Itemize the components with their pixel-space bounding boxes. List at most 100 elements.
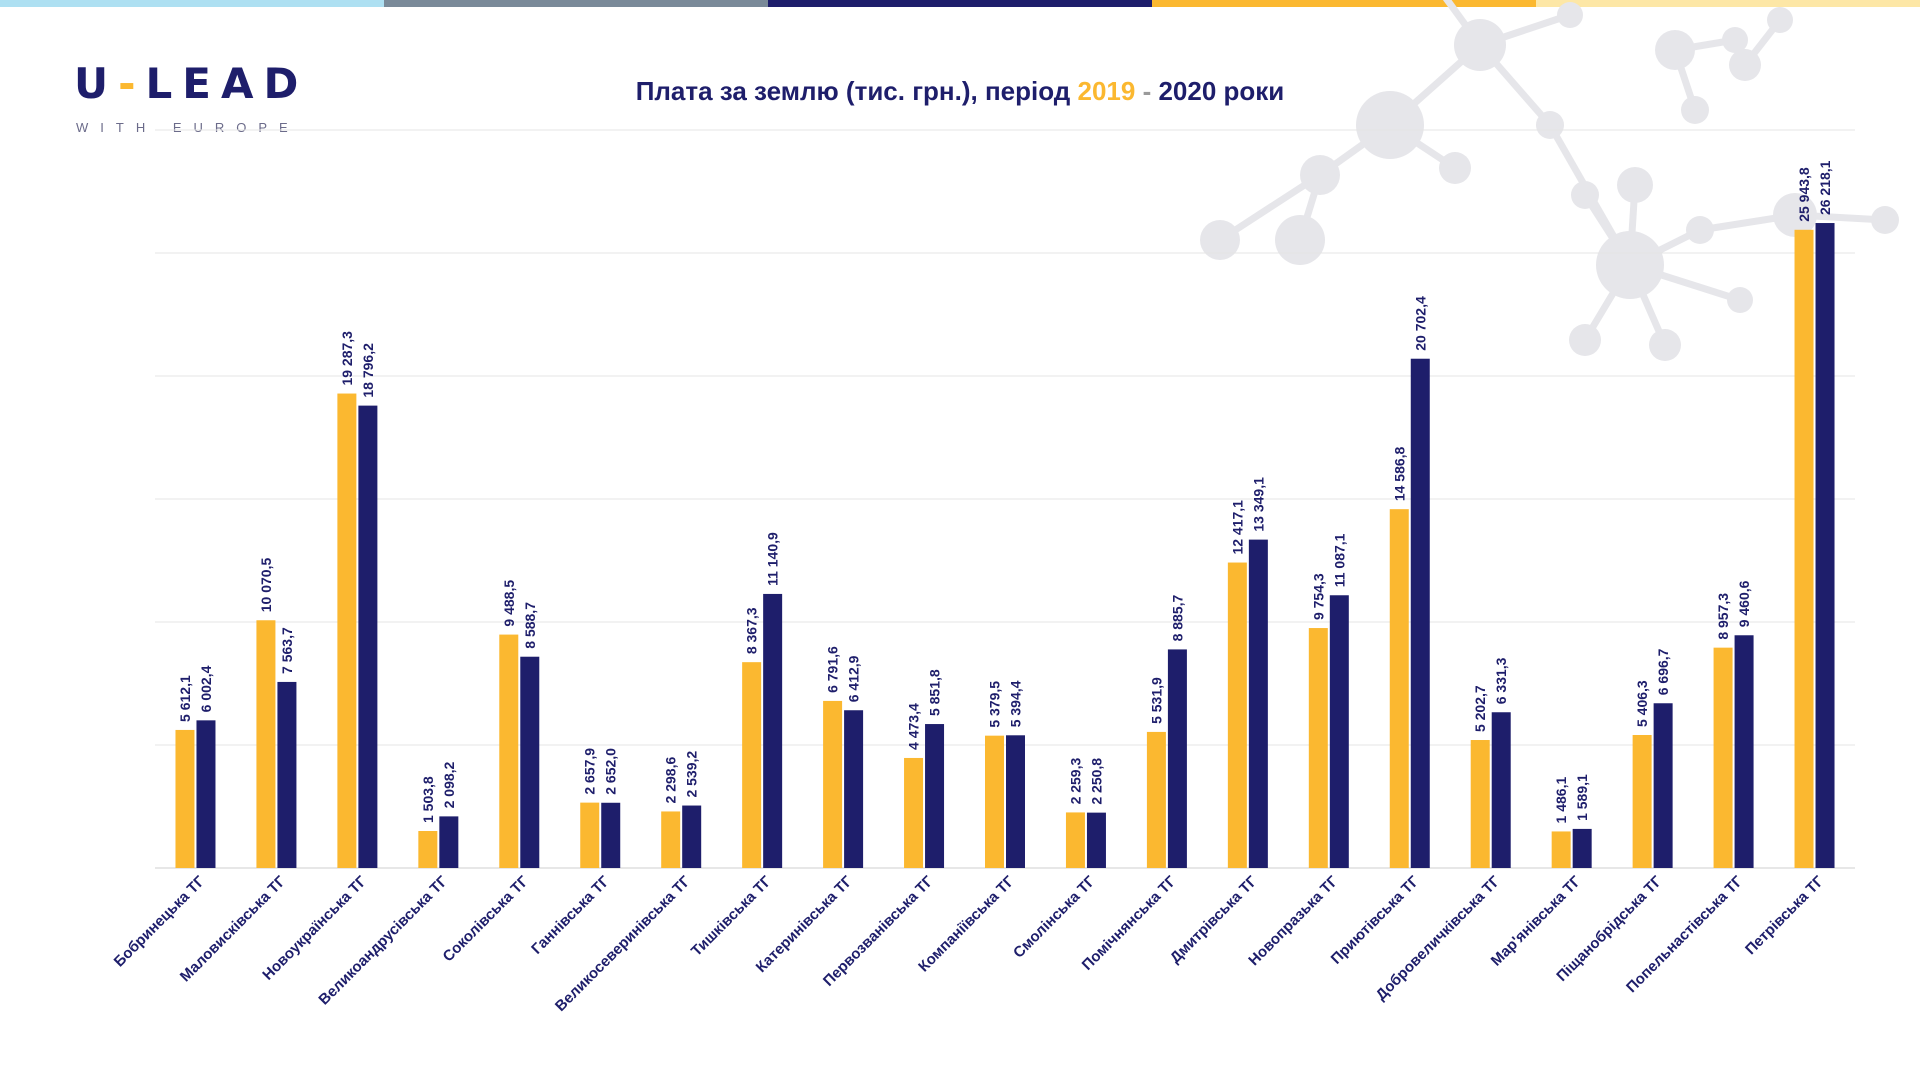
data-label: 19 287,3	[339, 331, 355, 386]
bar-2020	[1491, 712, 1511, 868]
data-label: 1 486,1	[1553, 777, 1569, 824]
bar-2020	[439, 816, 459, 868]
data-label: 5 379,5	[987, 681, 1003, 728]
data-label: 9 754,3	[1310, 573, 1326, 620]
data-label: 2 652,0	[603, 748, 619, 795]
data-label: 25 943,8	[1796, 167, 1812, 222]
data-label: 9 488,5	[501, 580, 517, 627]
bar-2019	[1065, 812, 1085, 868]
bar-2019	[337, 393, 357, 868]
bar-2020	[763, 593, 783, 868]
category-label: Соколівська ТГ	[440, 872, 533, 965]
chart-title: Плата за землю (тис. грн.), період 2019 …	[0, 76, 1920, 107]
top-bar-segment	[0, 0, 384, 7]
bar-2020	[601, 802, 621, 868]
category-label: Великосеверинівська ТГ	[552, 872, 694, 1014]
bar-2020	[1167, 649, 1187, 868]
bar-2020	[1815, 223, 1835, 869]
data-label: 2 259,3	[1067, 757, 1083, 804]
top-bar-segment	[384, 0, 768, 7]
bar-2019	[742, 662, 762, 868]
bar-2019	[1551, 831, 1571, 868]
bar-2019	[1227, 562, 1247, 868]
bar-2019	[580, 802, 600, 868]
data-label: 6 696,7	[1655, 648, 1671, 695]
bar-2020	[1410, 358, 1430, 868]
data-label: 6 331,3	[1493, 657, 1509, 704]
bar-2020	[925, 724, 945, 868]
data-label: 5 612,1	[177, 675, 193, 722]
logo-text-u: U	[74, 59, 119, 108]
top-bar-segment	[1536, 0, 1920, 7]
category-label: Тишківська ТГ	[688, 872, 775, 959]
top-color-bar	[0, 0, 1920, 7]
data-label: 8 885,7	[1169, 594, 1185, 641]
title-year-2020: 2020	[1158, 76, 1217, 106]
data-label: 2 298,6	[663, 757, 679, 804]
data-label: 4 473,4	[906, 703, 922, 750]
data-label: 7 563,7	[279, 627, 295, 674]
data-label: 20 702,4	[1412, 296, 1428, 351]
bar-2020	[682, 805, 702, 868]
bar-2019	[499, 634, 519, 868]
u-lead-logo: U-LEAD WITH EUROPE	[74, 62, 308, 136]
bar-2020	[844, 710, 864, 868]
data-label: 11 140,9	[765, 532, 781, 586]
bar-2020	[277, 681, 297, 868]
bar-2020	[1734, 635, 1754, 868]
logo-tagline: WITH EUROPE	[76, 120, 300, 135]
category-label: Петрівська ТГ	[1742, 872, 1828, 958]
bar-2019	[1308, 628, 1328, 868]
data-label: 6 002,4	[198, 665, 214, 712]
bar-2019	[256, 620, 276, 868]
logo-text-lead: LEAD	[145, 59, 309, 108]
top-bar-segment	[768, 0, 1152, 7]
data-label: 5 202,7	[1472, 685, 1488, 732]
bar-2019	[1470, 740, 1490, 868]
bar-2020	[196, 720, 216, 868]
bar-2020	[520, 656, 540, 868]
title-suffix: роки	[1216, 76, 1285, 106]
data-label: 10 070,5	[258, 558, 274, 613]
data-label: 6 412,9	[846, 655, 862, 702]
data-label: 5 394,4	[1008, 680, 1024, 727]
data-label: 2 539,2	[684, 751, 700, 798]
title-dash: -	[1135, 76, 1159, 106]
data-label: 18 796,2	[360, 343, 376, 398]
data-label: 2 098,2	[441, 761, 457, 808]
bar-2020	[1006, 735, 1025, 868]
data-label: 9 460,6	[1736, 580, 1752, 627]
data-label: 13 349,1	[1250, 477, 1266, 532]
data-label: 12 417,1	[1229, 500, 1245, 555]
bar-2019	[1389, 509, 1409, 868]
logo-wordmark: U-LEAD	[74, 62, 308, 106]
category-label: Великоандрусівська ТГ	[315, 872, 451, 1008]
category-label: Приютівська ТГ	[1328, 872, 1423, 967]
bar-2020	[1248, 539, 1268, 868]
bar-2020	[1329, 595, 1349, 868]
data-label: 2 657,9	[582, 748, 598, 795]
bar-2020	[1086, 812, 1106, 868]
molecule-decoration	[1200, 0, 1899, 361]
category-label: Ганнівська ТГ	[528, 872, 613, 957]
bar-2019	[985, 735, 1004, 868]
bar-2019	[175, 729, 195, 868]
data-label: 11 087,1	[1331, 533, 1347, 587]
data-label: 1 503,8	[420, 776, 436, 823]
logo-text-dash: -	[118, 59, 146, 108]
bar-2019	[418, 831, 438, 868]
data-label: 8 957,3	[1715, 593, 1731, 640]
data-label: 8 367,3	[744, 607, 760, 654]
data-label: 5 531,9	[1148, 677, 1164, 724]
bar-2019	[904, 757, 924, 868]
data-label: 8 588,7	[522, 602, 538, 649]
bar-2020	[1572, 828, 1592, 868]
data-label: 5 406,3	[1634, 680, 1650, 727]
bar-2019	[1794, 229, 1814, 868]
bar-2019	[661, 811, 681, 868]
bar-2019	[823, 700, 843, 868]
data-label: 6 791,6	[825, 646, 841, 693]
category-label: Дмитрівська ТГ	[1167, 872, 1261, 966]
bar-2019	[1713, 647, 1733, 868]
